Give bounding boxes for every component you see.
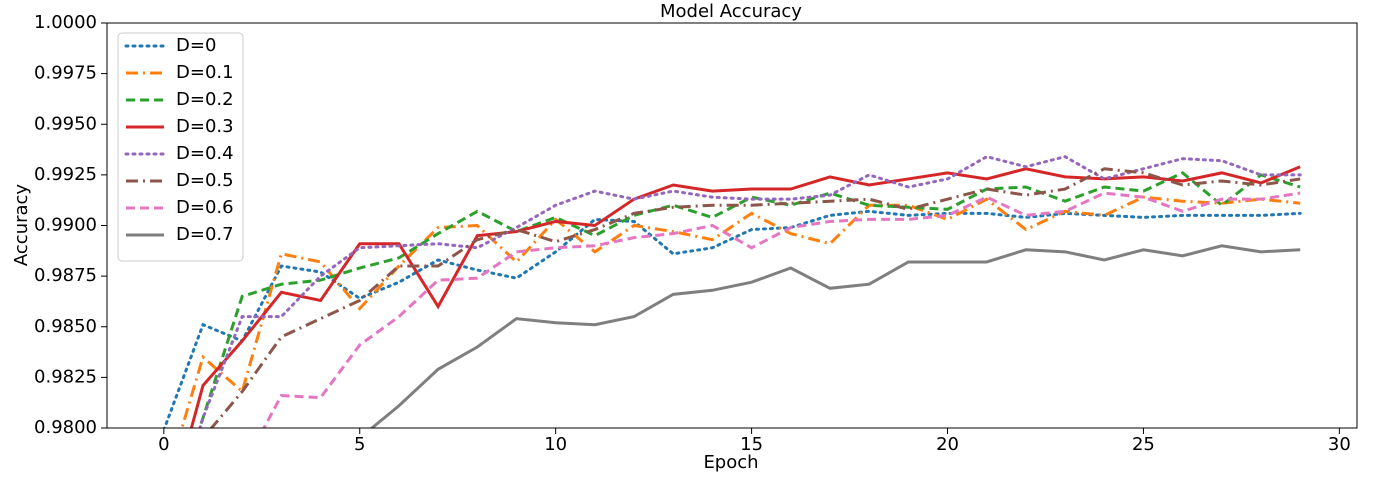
y-tick-label: 0.9900 bbox=[34, 215, 97, 236]
x-tick-label: 20 bbox=[936, 434, 959, 455]
x-axis-label: Epoch bbox=[703, 452, 758, 473]
series-line bbox=[198, 155, 1302, 428]
legend-label: D=0.3 bbox=[176, 116, 234, 137]
x-tick-label: 25 bbox=[1132, 434, 1155, 455]
y-tick-label: 0.9975 bbox=[34, 63, 97, 84]
y-tick-label: 1.0000 bbox=[34, 12, 97, 33]
x-tick-label: 0 bbox=[158, 434, 169, 455]
legend-label: D=0.1 bbox=[176, 62, 234, 83]
chart-title: Model Accuracy bbox=[660, 1, 802, 22]
y-tick-label: 0.9925 bbox=[34, 164, 97, 185]
y-tick-label: 0.9850 bbox=[34, 316, 97, 337]
series-line bbox=[369, 244, 1301, 428]
y-tick-label: 0.9800 bbox=[34, 417, 97, 438]
legend-label: D=0.4 bbox=[176, 143, 234, 164]
series-line bbox=[197, 171, 1301, 428]
y-tick-label: 0.9825 bbox=[34, 366, 97, 387]
x-tick-label: 5 bbox=[354, 434, 365, 455]
y-tick-label: 0.9875 bbox=[34, 265, 97, 286]
legend-label: D=0.7 bbox=[176, 224, 234, 245]
series-line bbox=[162, 209, 1302, 428]
legend-box bbox=[117, 32, 244, 262]
y-axis-label: Accuracy bbox=[11, 184, 32, 267]
legend-label: D=0 bbox=[176, 35, 216, 56]
series-line bbox=[262, 191, 1301, 428]
series-line bbox=[180, 195, 1301, 428]
x-tick-label: 10 bbox=[544, 434, 567, 455]
y-tick-label: 0.9950 bbox=[34, 113, 97, 134]
plot-area bbox=[162, 155, 1302, 428]
x-tick-label: 30 bbox=[1328, 434, 1351, 455]
x-tick-label: 15 bbox=[740, 434, 763, 455]
legend-label: D=0.6 bbox=[176, 197, 234, 218]
series-line bbox=[209, 167, 1301, 428]
legend-label: D=0.5 bbox=[176, 170, 234, 191]
series-line bbox=[189, 165, 1301, 428]
legend-label: D=0.2 bbox=[176, 89, 234, 110]
